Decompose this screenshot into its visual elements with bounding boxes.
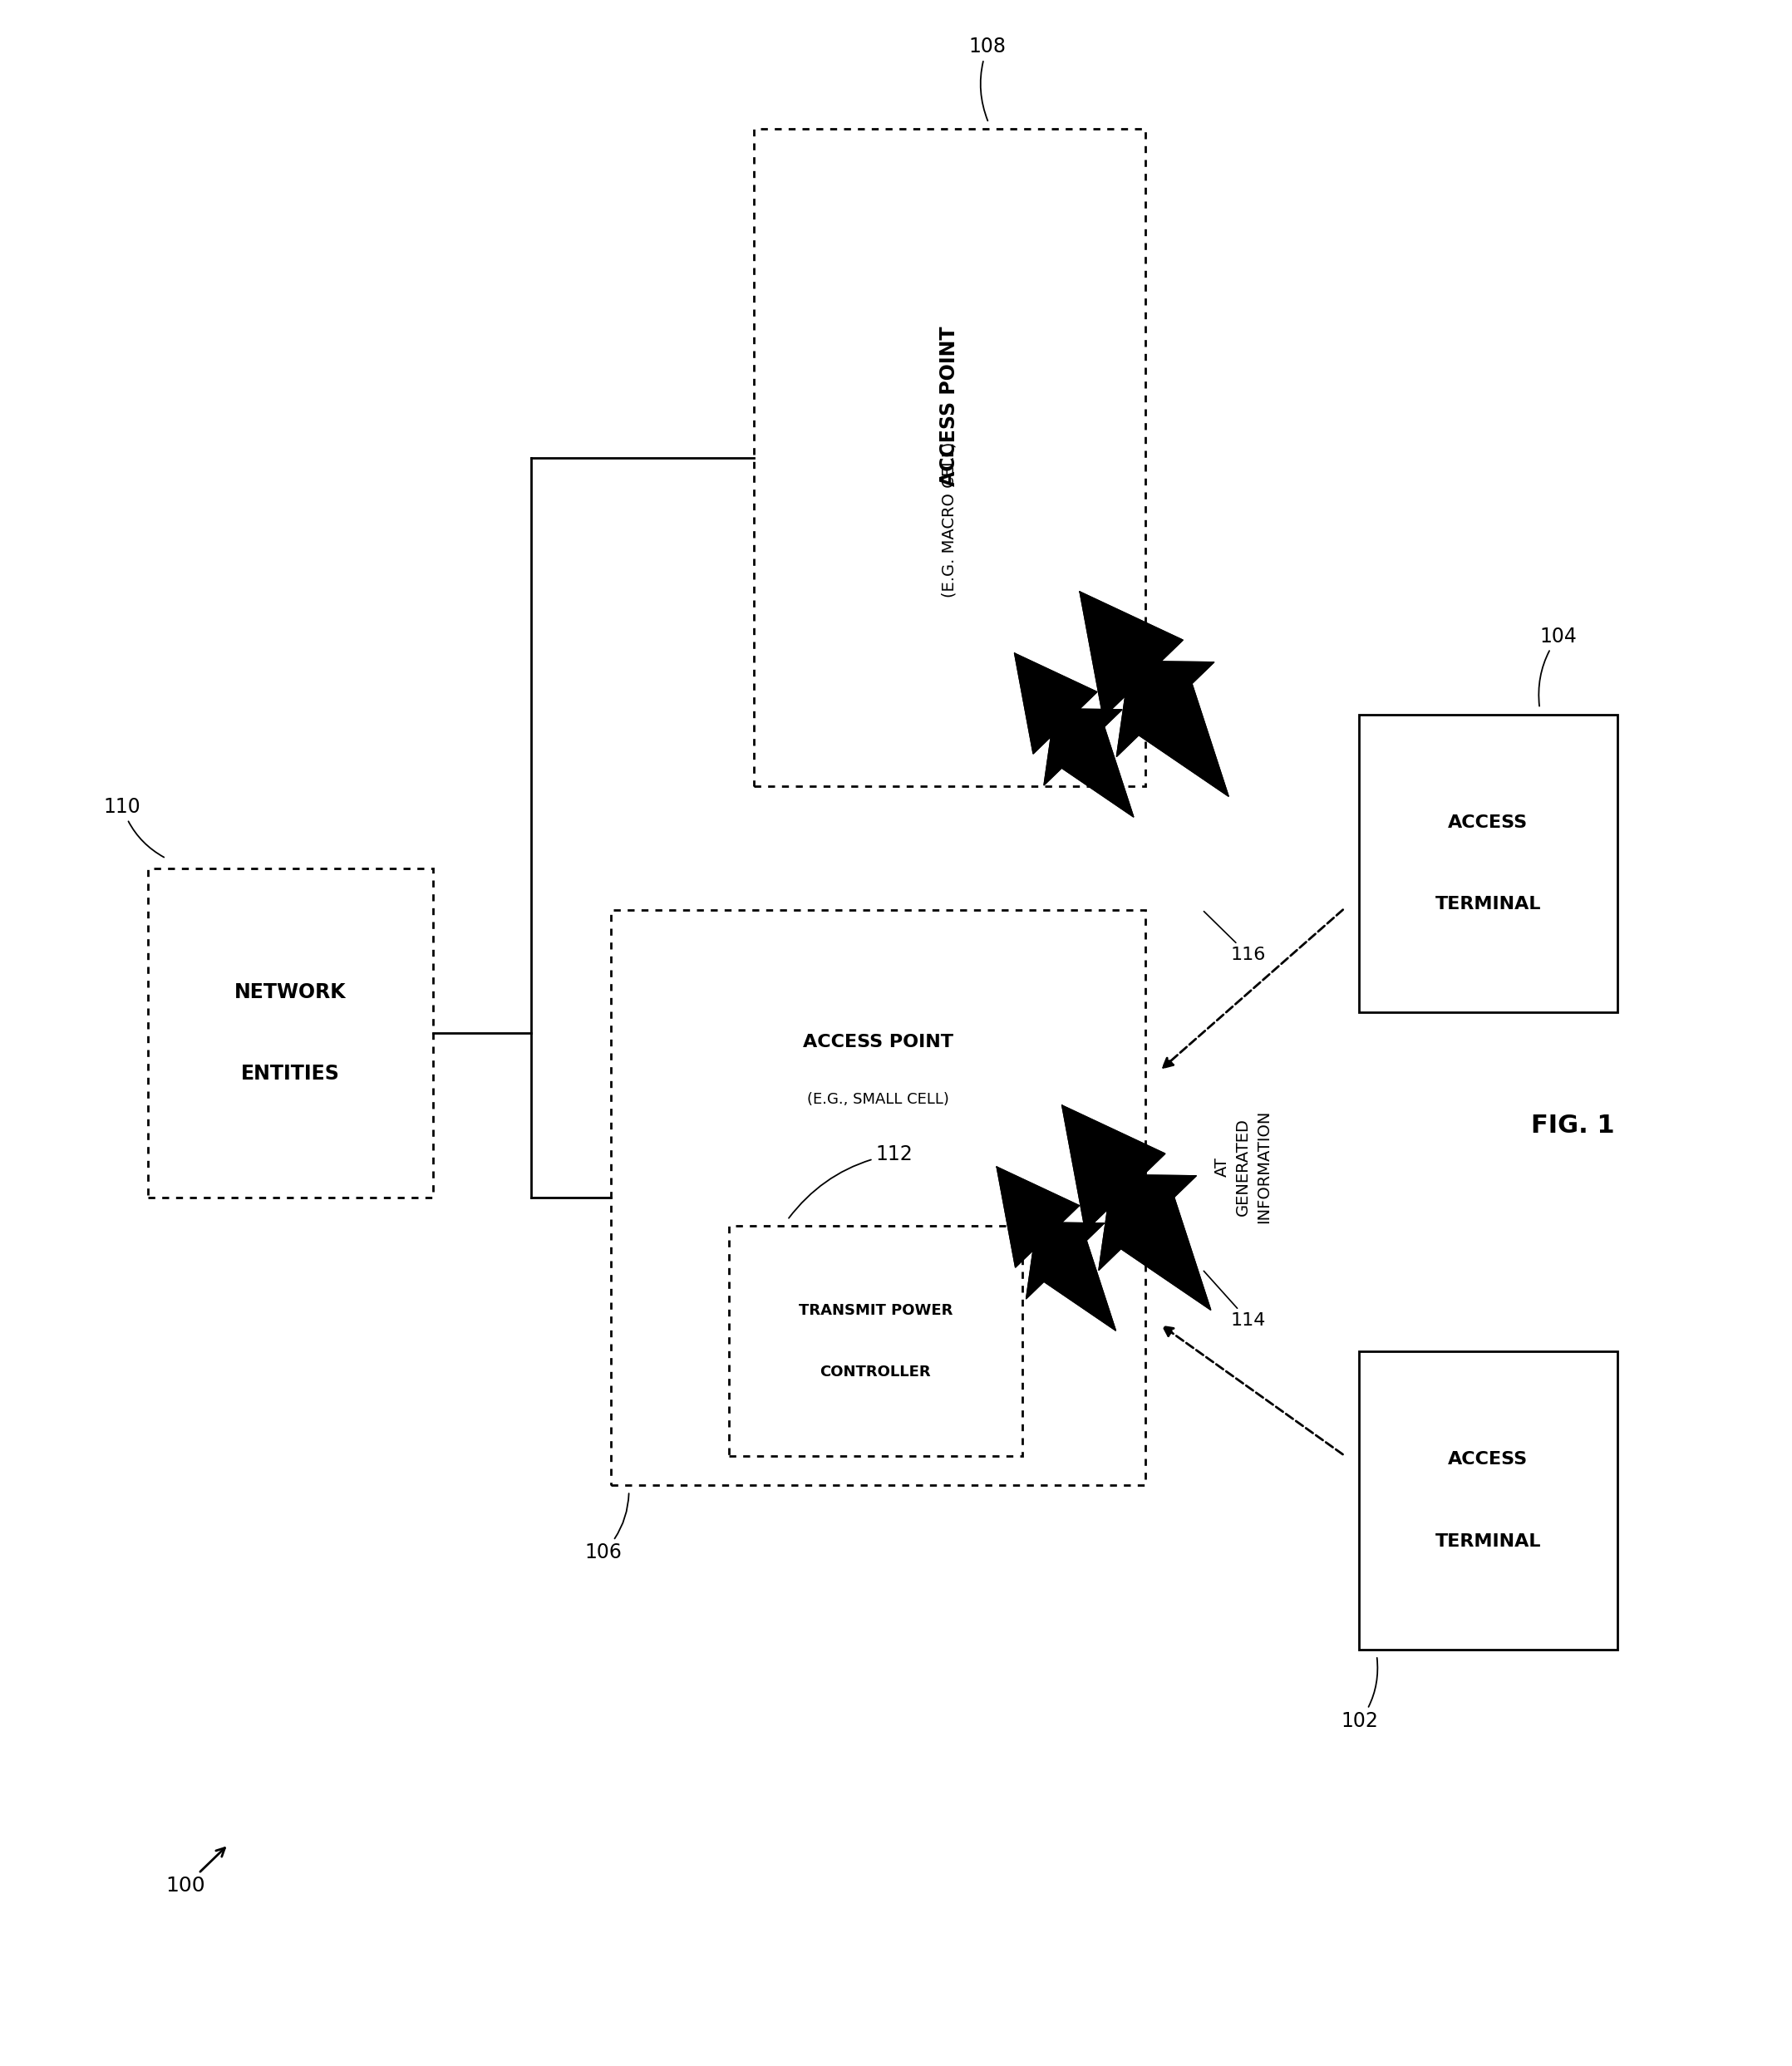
Text: 116: 116	[1204, 911, 1265, 963]
Bar	[1358, 715, 1616, 1012]
Text: 114: 114	[1204, 1271, 1265, 1328]
Bar	[1358, 1351, 1616, 1649]
Text: TERMINAL: TERMINAL	[1435, 897, 1541, 913]
Text: FIG. 1: FIG. 1	[1530, 1114, 1615, 1138]
Text: ACCESS POINT: ACCESS POINT	[803, 1033, 953, 1050]
Bar	[149, 868, 434, 1198]
Text: 102: 102	[1340, 1657, 1378, 1731]
Text: 106: 106	[584, 1494, 629, 1562]
Text: ACCESS: ACCESS	[1448, 814, 1529, 831]
Text: ENTITIES: ENTITIES	[242, 1064, 340, 1085]
Text: 112: 112	[788, 1145, 912, 1219]
Text: (E.G., SMALL CELL): (E.G., SMALL CELL)	[806, 1093, 950, 1107]
Text: 108: 108	[969, 37, 1007, 120]
Polygon shape	[1014, 653, 1134, 816]
Text: 110: 110	[104, 797, 165, 857]
Bar	[611, 909, 1145, 1485]
Text: TERMINAL: TERMINAL	[1435, 1533, 1541, 1550]
Text: ACCESS POINT: ACCESS POINT	[939, 326, 959, 486]
Text: ACCESS: ACCESS	[1448, 1450, 1529, 1467]
Polygon shape	[996, 1167, 1116, 1331]
Text: (E.G. MACRO CELL): (E.G. MACRO CELL)	[941, 442, 957, 597]
Text: AT
GENERATED
INFORMATION: AT GENERATED INFORMATION	[1215, 1109, 1272, 1223]
Text: NETWORK: NETWORK	[235, 981, 346, 1002]
Bar	[729, 1225, 1023, 1457]
Polygon shape	[1081, 591, 1229, 795]
Text: TRANSMIT POWER: TRANSMIT POWER	[799, 1304, 953, 1318]
Polygon shape	[1063, 1105, 1211, 1310]
Text: 100: 100	[167, 1847, 224, 1897]
Text: 104: 104	[1539, 626, 1577, 707]
Text: CONTROLLER: CONTROLLER	[821, 1364, 932, 1380]
Bar	[754, 128, 1145, 787]
